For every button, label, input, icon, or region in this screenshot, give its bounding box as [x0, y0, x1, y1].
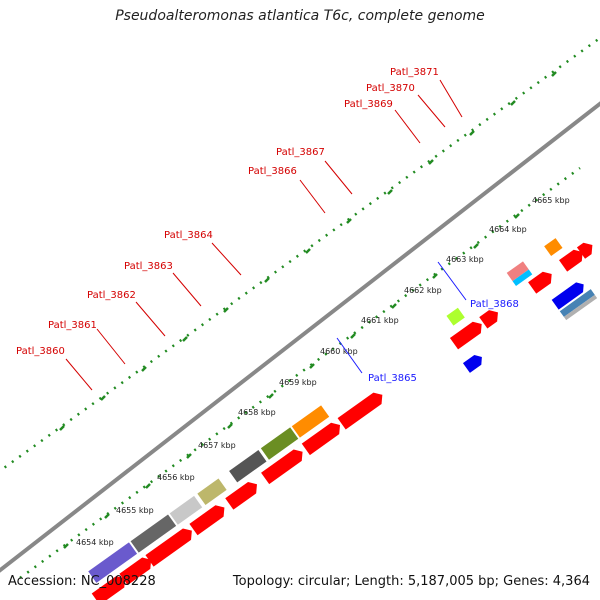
tick-label: 4660 kbp — [320, 347, 358, 356]
genome-backbone — [0, 101, 600, 573]
tick-label: 4661 kbp — [361, 316, 399, 325]
inner-tick-marks — [63, 213, 520, 549]
gene-label: Patl_3864 — [164, 230, 213, 241]
tick-label: 4656 kbp — [157, 473, 195, 482]
tick-label: 4657 kbp — [198, 441, 236, 450]
gene-label: Patl_3861 — [48, 320, 97, 331]
gene-label: Patl_3870 — [366, 83, 415, 94]
map-title: Pseudoalteromonas atlantica T6c, complet… — [115, 8, 485, 24]
tick-label: 4658 kbp — [238, 408, 276, 417]
gene-label: Patl_3862 — [87, 290, 136, 301]
gene-labels-top: Patl_3860 Patl_3861 Patl_3862 Patl_3863 … — [16, 67, 439, 357]
leader-lines-top — [65, 79, 463, 391]
leader-lines-bottom — [336, 261, 467, 374]
tick-label: 4663 kbp — [446, 255, 484, 264]
outer-dotted-ring — [0, 36, 600, 473]
gene-label: Patl_3869 — [344, 99, 393, 110]
tick-label: 4655 kbp — [116, 506, 154, 515]
gene-label: Patl_3865 — [368, 373, 417, 384]
feature-band-outer — [88, 238, 563, 583]
tick-label: 4665 kbp — [532, 196, 570, 205]
accession-text: Accession: NC_008228 — [8, 574, 156, 589]
gene-label: Patl_3866 — [248, 166, 297, 177]
red-cds-features — [91, 242, 593, 600]
gene-labels-bottom: Patl_3865 Patl_3868 — [368, 299, 519, 384]
gene-label: Patl_3871 — [390, 67, 439, 78]
tick-label: 4664 kbp — [489, 225, 527, 234]
tick-label: 4654 kbp — [76, 538, 114, 547]
reverse-strand-features — [462, 282, 598, 373]
outer-tick-marks — [59, 71, 557, 431]
gene-label: Patl_3867 — [276, 147, 325, 158]
gene-label: Patl_3868 — [470, 299, 519, 310]
gene-label: Patl_3863 — [124, 261, 173, 272]
ruler-labels: 4654 kbp 4655 kbp 4656 kbp 4657 kbp 4658… — [76, 196, 570, 547]
tick-label: 4662 kbp — [404, 286, 442, 295]
genome-summary: Topology: circular; Length: 5,187,005 bp… — [232, 574, 590, 589]
gene-label: Patl_3860 — [16, 346, 65, 357]
tick-label: 4659 kbp — [279, 378, 317, 387]
